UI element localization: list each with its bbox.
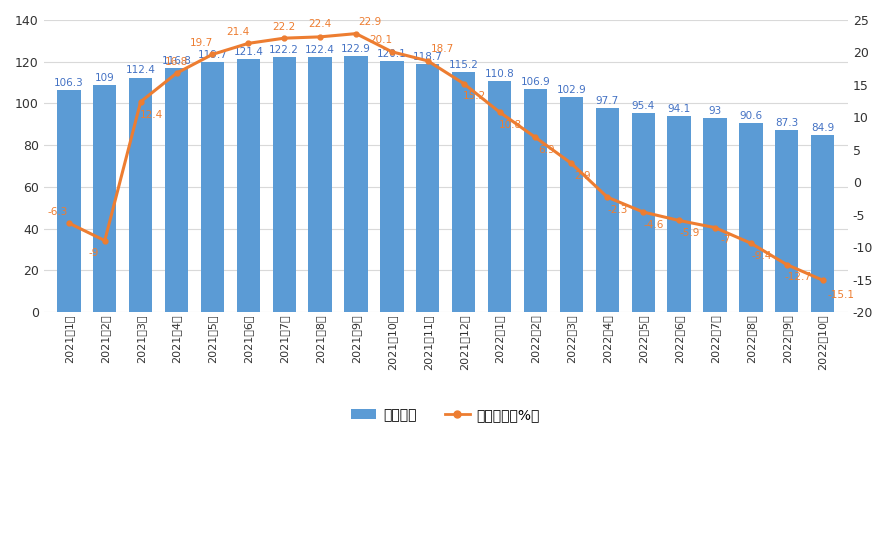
- 同比增长（%）: [602, 194, 613, 200]
- Bar: [273, 57, 296, 312]
- Bar: [93, 85, 116, 312]
- Line: 同比增长（%）: 同比增长（%）: [67, 31, 825, 282]
- Text: 122.2: 122.2: [269, 45, 299, 55]
- Text: 112.4: 112.4: [126, 65, 155, 75]
- Text: -9: -9: [89, 249, 99, 259]
- 同比增长（%）: [207, 51, 218, 58]
- Text: 94.1: 94.1: [668, 104, 691, 114]
- Bar: [775, 130, 798, 312]
- Text: 21.4: 21.4: [226, 27, 250, 37]
- 同比增长（%）: [351, 31, 361, 37]
- Text: 16.8: 16.8: [165, 57, 188, 67]
- 同比增长（%）: [458, 80, 469, 87]
- 同比增长（%）: [781, 261, 792, 268]
- Text: 87.3: 87.3: [775, 118, 798, 128]
- 同比增长（%）: [99, 237, 110, 244]
- Text: 122.9: 122.9: [341, 44, 371, 54]
- Bar: [237, 59, 260, 312]
- Text: 15.2: 15.2: [463, 92, 486, 102]
- 同比增长（%）: [566, 160, 576, 166]
- Bar: [559, 97, 583, 312]
- 同比增长（%）: [279, 35, 289, 42]
- Bar: [668, 116, 691, 312]
- Text: -4.6: -4.6: [644, 220, 664, 230]
- Bar: [129, 78, 153, 312]
- Text: 122.4: 122.4: [305, 44, 335, 54]
- Text: 22.2: 22.2: [273, 22, 296, 32]
- Bar: [488, 81, 511, 312]
- Bar: [524, 89, 547, 312]
- Text: 10.8: 10.8: [499, 120, 522, 130]
- Text: 93: 93: [709, 106, 722, 116]
- Text: 2.9: 2.9: [574, 171, 591, 181]
- Text: 118.7: 118.7: [413, 52, 443, 62]
- 同比增长（%）: [171, 70, 182, 77]
- Text: -5.9: -5.9: [679, 228, 700, 238]
- 同比增长（%）: [530, 134, 541, 141]
- 同比增长（%）: [817, 277, 828, 284]
- 同比增长（%）: [423, 58, 433, 64]
- Text: 19.7: 19.7: [190, 38, 213, 48]
- Text: 90.6: 90.6: [740, 111, 763, 121]
- Legend: 价格指数, 同比增长（%）: 价格指数, 同比增长（%）: [346, 402, 545, 428]
- Text: 110.8: 110.8: [485, 69, 514, 79]
- 同比增长（%）: [314, 33, 325, 40]
- Text: 116.8: 116.8: [162, 56, 192, 66]
- Text: 22.4: 22.4: [308, 19, 332, 29]
- Text: -9.4: -9.4: [751, 251, 772, 261]
- Text: 106.3: 106.3: [54, 78, 83, 88]
- Text: 120.1: 120.1: [377, 49, 407, 59]
- Bar: [416, 64, 440, 312]
- Bar: [739, 123, 763, 312]
- 同比增长（%）: [746, 240, 757, 246]
- Text: -6.3: -6.3: [48, 206, 68, 216]
- Bar: [703, 118, 726, 312]
- Text: 6.9: 6.9: [538, 145, 555, 155]
- Text: 102.9: 102.9: [557, 85, 586, 95]
- Bar: [165, 68, 188, 312]
- Bar: [201, 62, 224, 312]
- Bar: [345, 56, 368, 312]
- Text: -2.3: -2.3: [608, 205, 628, 215]
- Bar: [811, 135, 835, 312]
- Text: 22.9: 22.9: [359, 17, 382, 27]
- Text: 84.9: 84.9: [811, 123, 834, 133]
- 同比增长（%）: [710, 224, 720, 231]
- Bar: [380, 62, 403, 312]
- 同比增长（%）: [64, 220, 75, 226]
- Bar: [631, 113, 654, 312]
- Text: 119.7: 119.7: [197, 51, 227, 60]
- 同比增长（%）: [243, 40, 254, 47]
- 同比增长（%）: [386, 48, 397, 55]
- 同比增长（%）: [674, 217, 685, 224]
- Text: -12.7: -12.7: [784, 273, 811, 282]
- 同比增长（%）: [135, 98, 146, 105]
- 同比增长（%）: [495, 109, 505, 115]
- Bar: [596, 108, 619, 312]
- Text: 18.7: 18.7: [431, 44, 454, 54]
- Text: 97.7: 97.7: [596, 96, 619, 106]
- 同比增长（%）: [638, 209, 648, 215]
- Text: 115.2: 115.2: [448, 59, 479, 69]
- Text: 106.9: 106.9: [520, 77, 551, 87]
- Bar: [57, 90, 81, 312]
- Text: 121.4: 121.4: [234, 47, 263, 57]
- Text: -7: -7: [720, 235, 731, 245]
- Text: 95.4: 95.4: [631, 101, 654, 111]
- Bar: [308, 57, 332, 312]
- Text: -15.1: -15.1: [827, 290, 854, 300]
- Text: 20.1: 20.1: [369, 36, 392, 46]
- Bar: [452, 72, 475, 312]
- Text: 12.4: 12.4: [139, 109, 163, 119]
- Text: 109: 109: [95, 73, 115, 83]
